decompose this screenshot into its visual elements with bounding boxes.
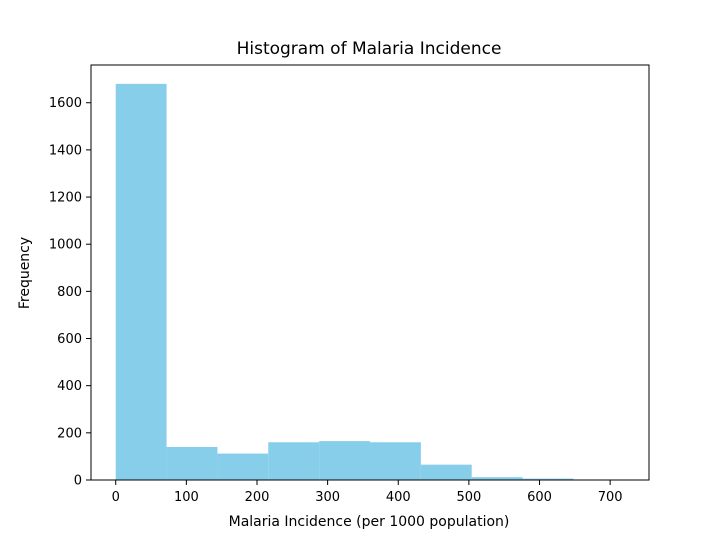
y-tick-label: 800 [57,285,82,300]
y-tick-label: 200 [57,426,82,441]
histogram-bar [217,453,269,480]
x-tick-label: 500 [456,490,481,505]
histogram-bar [166,446,218,480]
y-tick-label: 600 [57,332,82,347]
y-tick-label: 1600 [49,96,82,111]
histogram-bar [420,464,472,480]
x-tick-label: 400 [386,490,411,505]
y-tick-label: 0 [74,474,82,489]
y-axis: 0 200 400 600 800 1000 1200 1400 1600 [49,96,91,489]
histogram-bar [115,83,167,481]
y-tick-label: 1400 [49,143,82,158]
histogram-bar [268,442,320,480]
x-tick-label: 0 [112,490,120,505]
x-tick-label: 200 [245,490,270,505]
plot-frame [90,64,650,481]
histogram-bar [522,478,574,480]
x-tick-label: 700 [598,490,623,505]
x-axis: 0 100 200 300 400 500 600 700 [112,480,623,505]
histogram-bar [319,441,370,480]
x-tick-label: 100 [174,490,199,505]
x-axis-label: Malaria Incidence (per 1000 population) [229,514,510,530]
histogram-bar [370,442,421,480]
x-tick-label: 300 [315,490,340,505]
y-tick-label: 1000 [49,238,82,253]
histogram-bar [471,477,523,480]
y-tick-label: 1200 [49,191,82,206]
y-axis-label: Frequency [17,237,33,309]
x-tick-label: 600 [527,490,552,505]
chart-title: Histogram of Malaria Incidence [237,39,502,59]
bars [115,83,625,481]
y-tick-label: 400 [57,379,82,394]
